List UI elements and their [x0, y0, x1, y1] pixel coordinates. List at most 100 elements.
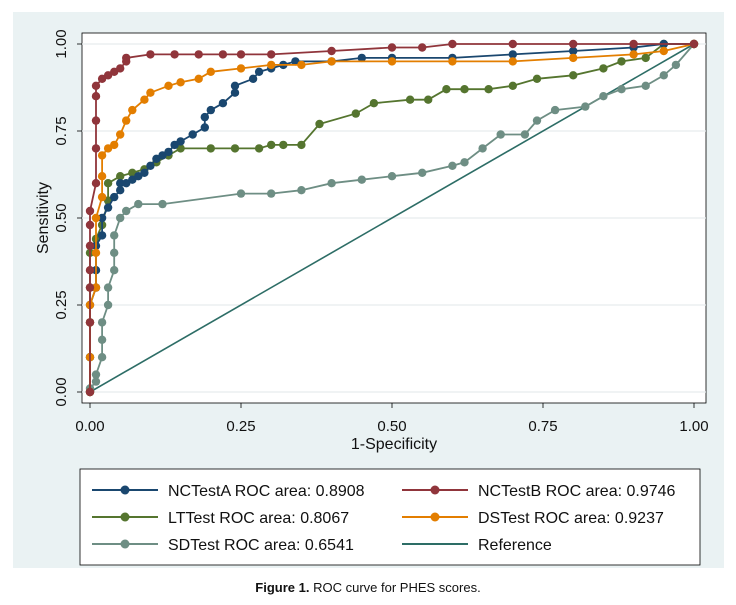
x-tick-label: 0.25 [226, 418, 255, 435]
series-point [103, 300, 113, 310]
series-point [267, 50, 276, 59]
series-point [267, 60, 276, 70]
series-point [357, 175, 366, 184]
y-tick-label: 0.00 [53, 377, 70, 406]
legend-item-0: NCTestA ROC area: 0.8908 [92, 483, 365, 500]
series-point [116, 213, 125, 223]
series-point [617, 85, 626, 94]
legend-label: NCTestB ROC area: 0.9746 [478, 483, 676, 500]
x-tick-label: 0.00 [75, 418, 104, 435]
series-point [122, 206, 131, 216]
series-point [218, 50, 228, 59]
series-point [460, 85, 469, 94]
series-point [97, 192, 107, 202]
series-point [659, 46, 668, 56]
series-point [532, 116, 542, 125]
series-point [97, 231, 107, 240]
series-point [128, 105, 137, 115]
series-point [146, 161, 155, 170]
series-point [194, 50, 203, 59]
series-point [424, 95, 433, 104]
legend-marker [120, 485, 130, 495]
series-point [85, 283, 95, 292]
series-point [418, 43, 427, 52]
figure-caption: Figure 1. ROC curve for PHES scores. [0, 580, 736, 595]
series-point [267, 189, 276, 198]
series-point [418, 168, 427, 177]
series-point [97, 213, 107, 223]
series-point [599, 64, 608, 73]
series-point [97, 318, 107, 327]
series-point [254, 67, 264, 77]
x-axis: 0.00 0.25 0.50 0.75 1.00 [75, 403, 709, 435]
series-point [85, 241, 95, 250]
series-point [508, 57, 517, 66]
series-point [91, 92, 101, 101]
series-point [327, 46, 336, 56]
series-point [508, 81, 517, 91]
legend-box [79, 468, 701, 566]
legend: NCTestA ROC area: 0.8908 NCTestB ROC area… [92, 483, 676, 554]
series-1 [85, 39, 699, 397]
series-point [122, 116, 131, 125]
legend-marker [430, 485, 440, 495]
legend-item-1: NCTestB ROC area: 0.9746 [402, 483, 676, 500]
series-point [297, 140, 306, 150]
series-point [176, 137, 185, 146]
legend-marker [430, 512, 440, 522]
series-point [236, 50, 246, 59]
series-point [550, 105, 560, 115]
y-axis: 0.00 0.25 0.50 0.75 1.00 [53, 29, 82, 407]
x-tick-label: 1.00 [679, 418, 708, 435]
series-point [91, 213, 101, 223]
series-point [200, 123, 209, 132]
series-point [496, 130, 505, 139]
series-point [369, 99, 379, 108]
series-point [170, 50, 179, 59]
series-point [85, 266, 95, 275]
x-tick-label: 0.50 [377, 418, 406, 435]
series-point [164, 81, 173, 91]
legend-label: NCTestA ROC area: 0.8908 [168, 483, 365, 500]
series-point [569, 71, 578, 80]
series-point [110, 266, 119, 275]
series-point [200, 112, 209, 122]
series-point [152, 154, 161, 163]
series-point [520, 130, 530, 139]
series-point [103, 179, 113, 188]
series-point [158, 199, 167, 209]
series-point [671, 60, 681, 70]
series-point [103, 203, 113, 212]
series-point [116, 172, 125, 181]
series-point [581, 102, 590, 111]
series-point [297, 60, 306, 70]
legend-label: LTTest ROC area: 0.8067 [168, 510, 349, 527]
series-point [91, 283, 101, 292]
series-point [140, 95, 149, 104]
series-point [97, 353, 107, 362]
legend-marker [120, 539, 130, 549]
series-point [91, 377, 101, 386]
series-point [85, 387, 95, 397]
legend-label: DSTest ROC area: 0.9237 [478, 510, 664, 527]
series-point [315, 119, 324, 129]
x-tick-label: 0.75 [528, 418, 557, 435]
series-point [254, 144, 264, 153]
series-point [146, 50, 155, 59]
series-point [122, 179, 131, 188]
series-point [641, 81, 650, 91]
series-point [140, 168, 149, 177]
series-point [248, 74, 258, 84]
series-point [448, 57, 457, 66]
series-layer [85, 39, 699, 397]
series-point [405, 95, 415, 104]
series-point [689, 39, 699, 49]
series-point [91, 81, 101, 91]
series-point [103, 283, 113, 292]
series-point [176, 78, 185, 87]
series-point [508, 50, 517, 59]
series-point [236, 64, 246, 73]
series-point [351, 109, 360, 118]
series-point [267, 140, 276, 150]
series-point [327, 57, 336, 66]
